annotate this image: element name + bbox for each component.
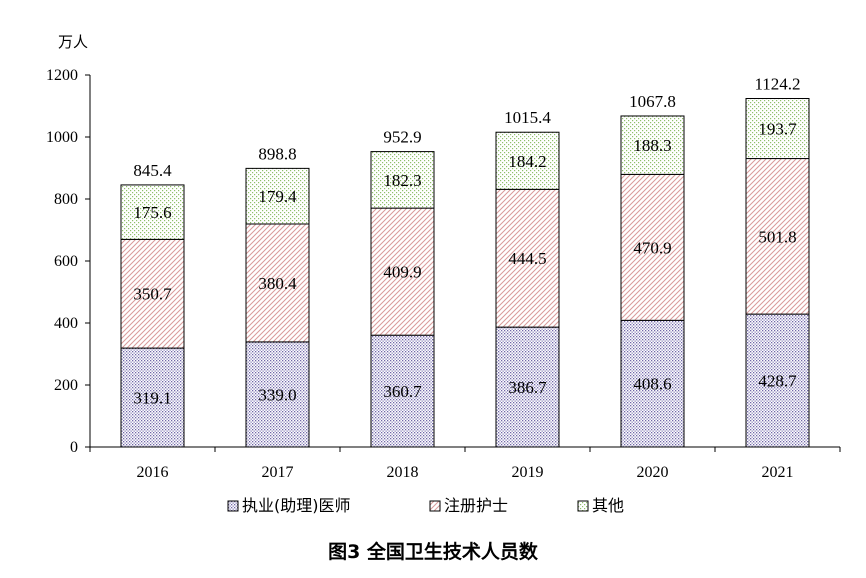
data-label: 319.1 (133, 389, 171, 408)
data-label: 182.3 (383, 171, 421, 190)
y-tick-label: 1200 (46, 67, 78, 84)
bar-segment (120, 184, 185, 240)
bar-segment (495, 188, 560, 328)
data-label: 428.7 (758, 372, 797, 391)
x-axis: 2016 2017 2018 2019 2020 2021 (89, 446, 841, 481)
data-label: 408.6 (633, 375, 671, 394)
total-label: 898.8 (258, 144, 296, 163)
legend-label: 其他 (592, 496, 624, 515)
data-label: 175.6 (133, 203, 171, 222)
legend-swatch (227, 500, 239, 512)
x-tick-label: 2020 (637, 464, 669, 481)
bar-segment (620, 115, 685, 175)
bar-segment (245, 341, 310, 448)
data-label: 386.7 (508, 378, 547, 397)
bar-segment (120, 347, 185, 448)
data-label: 380.4 (258, 274, 297, 293)
bar-segment (745, 158, 810, 315)
legend-swatch (429, 500, 441, 512)
total-label: 952.9 (383, 128, 421, 147)
legend-label: 执业(助理)医师 (242, 496, 351, 515)
chart-title: 图3 全国卫生技术人员数 (328, 540, 539, 563)
x-tick-label: 2018 (387, 464, 419, 481)
data-label: 409.9 (383, 263, 421, 282)
data-label: 188.3 (633, 136, 671, 155)
data-label: 360.7 (383, 382, 422, 401)
data-label: 470.9 (633, 238, 671, 257)
bar-segment (370, 207, 435, 336)
y-tick-label: 600 (54, 253, 78, 270)
bar-segment (245, 167, 310, 225)
legend: 执业(助理)医师 注册护士 其他 (227, 496, 624, 515)
unit-label: 万人 (58, 33, 88, 51)
data-label: 339.0 (258, 385, 296, 404)
x-tick-label: 2019 (512, 464, 544, 481)
y-axis: 0 200 400 600 800 1000 1200 (46, 67, 91, 456)
data-label: 444.5 (508, 249, 546, 268)
data-label: 193.7 (758, 120, 797, 139)
bar-segment (120, 238, 185, 349)
x-tick-label: 2016 (137, 464, 169, 481)
total-label: 1067.8 (629, 92, 676, 111)
legend-label: 注册护士 (444, 496, 508, 515)
total-label: 845.4 (133, 161, 172, 180)
legend-swatch (577, 500, 589, 512)
bar-segment (495, 326, 560, 448)
data-label: 350.7 (133, 285, 172, 304)
data-label: 179.4 (258, 187, 297, 206)
bar-segment (495, 131, 560, 190)
data-label: 501.8 (758, 227, 796, 246)
y-tick-label: 200 (54, 377, 78, 394)
total-label: 1124.2 (754, 74, 800, 93)
y-tick-label: 400 (54, 315, 78, 332)
bars-group: 319.1 350.7 175.6 845.4 339.0 380.4 179.4 898.8… (120, 74, 810, 448)
x-tick-label: 2017 (262, 464, 294, 481)
y-tick-label: 1000 (46, 129, 78, 146)
data-label: 184.2 (508, 152, 546, 171)
total-label: 1015.4 (504, 108, 551, 127)
y-tick-label: 800 (54, 191, 78, 208)
bar-segment (745, 97, 810, 160)
bar-segment (370, 151, 435, 209)
bar-segment (245, 223, 310, 343)
x-tick-label: 2021 (762, 464, 794, 481)
y-tick-label: 0 (70, 439, 78, 456)
